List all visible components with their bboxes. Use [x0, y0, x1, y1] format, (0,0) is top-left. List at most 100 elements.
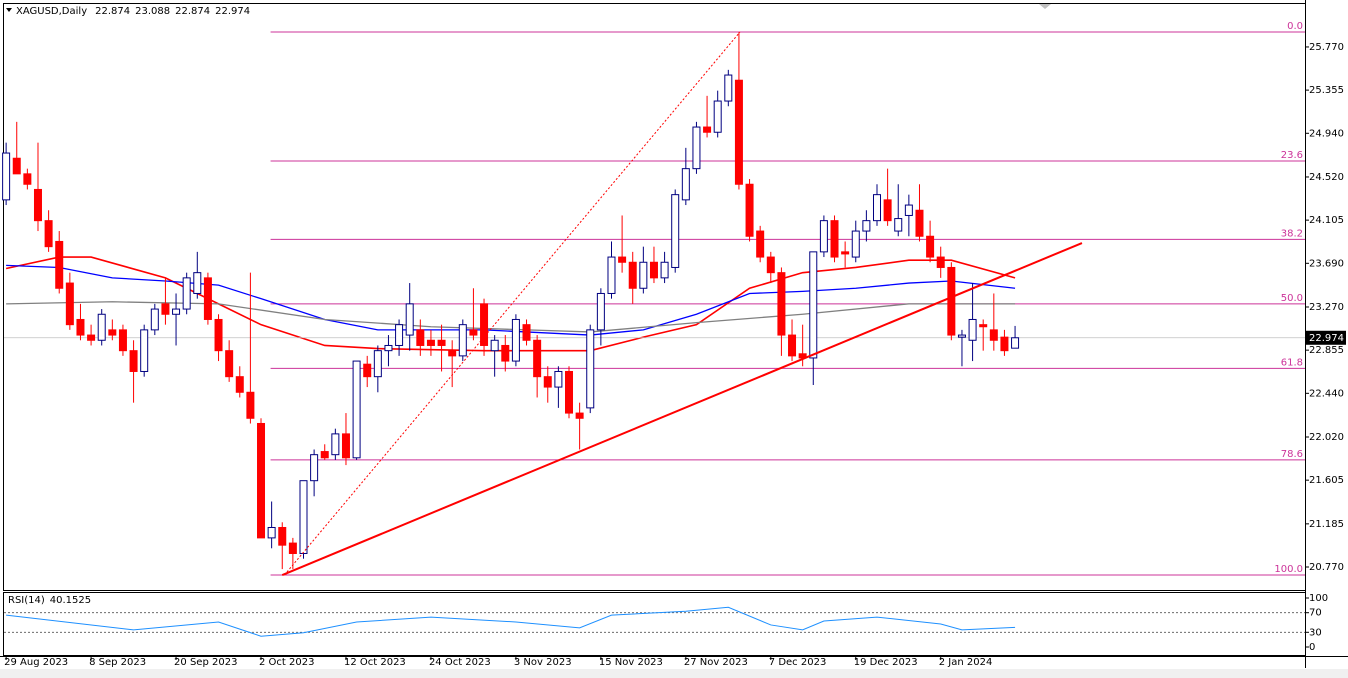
candle-body — [426, 339, 435, 346]
candle-body — [405, 303, 414, 336]
candle-body — [1011, 337, 1020, 349]
candle-body — [957, 334, 966, 338]
candle-body — [140, 329, 149, 372]
y-tick-label: 25.355 — [1309, 85, 1344, 96]
trend-line — [281, 242, 1083, 576]
candle-body — [681, 168, 690, 201]
candle-body — [533, 339, 542, 378]
x-tick-label: 3 Nov 2023 — [514, 657, 572, 668]
candle-body — [565, 370, 574, 414]
fibo-label: 38.2 — [1281, 228, 1303, 239]
y-tick-label: 23.270 — [1309, 302, 1344, 313]
candle-body — [341, 433, 350, 459]
candle-body — [607, 256, 616, 294]
candle-body — [12, 157, 21, 175]
candle-body — [33, 188, 42, 222]
candle-body — [745, 183, 754, 237]
header-value: 22.974 — [215, 6, 250, 17]
fibo-label: 61.8 — [1281, 357, 1303, 368]
x-tick-label: 2 Jan 2024 — [939, 657, 993, 668]
candle-body — [926, 235, 935, 258]
candle-body — [788, 334, 797, 357]
candle-body — [904, 204, 913, 216]
candle-body — [363, 363, 372, 378]
shift-marker — [1039, 4, 1051, 9]
candle-body — [267, 526, 276, 539]
candle-body — [373, 350, 382, 378]
candle-body — [766, 256, 775, 274]
candle-body — [554, 370, 563, 388]
candle-body — [501, 344, 510, 362]
candle-body — [639, 261, 648, 289]
candle-body — [851, 230, 860, 258]
y-tick-label: 100 — [1309, 593, 1328, 604]
y-tick-label: 22.020 — [1309, 432, 1344, 443]
candle-body — [586, 329, 595, 409]
x-tick-label: 12 Oct 2023 — [344, 657, 406, 668]
candle-body — [596, 292, 605, 331]
candle-body — [437, 339, 446, 346]
candle-body — [55, 240, 64, 289]
candle-body — [320, 451, 329, 459]
moving-average — [6, 264, 1016, 336]
candle-body — [830, 220, 839, 258]
candle-body — [894, 218, 903, 232]
header-value: 22.874 — [175, 6, 210, 17]
candle-body — [777, 272, 786, 336]
candle-body — [469, 329, 478, 336]
candle-body — [936, 256, 945, 268]
symbol-label: XAGUSD,Daily — [16, 6, 87, 17]
candle-body — [734, 79, 743, 185]
candle-body — [246, 391, 255, 419]
candle-body — [968, 318, 977, 341]
candle-body — [872, 194, 881, 222]
candle-body — [1000, 336, 1009, 352]
candle-body — [193, 272, 202, 294]
last-price-box — [1306, 330, 1346, 345]
candle-body — [118, 329, 127, 352]
menu-arrow[interactable] — [6, 8, 12, 12]
candle-body — [819, 220, 828, 253]
candle-body — [989, 329, 998, 341]
candle-body — [108, 329, 117, 336]
candle-body — [97, 313, 106, 341]
candle-body — [172, 308, 181, 315]
last-price-label: 22.974 — [1309, 333, 1344, 344]
candle-body — [44, 220, 53, 248]
x-tick-label: 19 Dec 2023 — [854, 657, 918, 668]
fibo-label: 78.6 — [1281, 449, 1303, 460]
candle-body — [660, 261, 669, 279]
candle-body — [257, 422, 266, 539]
rsi-title: RSI(14) — [8, 595, 45, 606]
candle-body — [692, 126, 701, 170]
candle-body — [150, 308, 159, 331]
candle-body — [522, 324, 531, 341]
candle-body — [2, 152, 11, 201]
candle-body — [618, 256, 627, 263]
candle-body — [352, 360, 361, 459]
y-tick-label: 30 — [1309, 627, 1322, 638]
candle-body — [76, 318, 85, 336]
x-tick-label: 27 Nov 2023 — [684, 657, 748, 668]
candle-body — [225, 350, 234, 378]
candle-body — [480, 303, 489, 346]
candle-body — [703, 126, 712, 133]
candle-body — [129, 350, 138, 372]
candle-body — [235, 376, 244, 393]
candle-body — [756, 230, 765, 258]
candle-body — [915, 209, 924, 237]
fibo-label: 0.0 — [1287, 21, 1303, 32]
y-tick-label: 21.605 — [1309, 475, 1344, 486]
candle-body — [809, 251, 818, 359]
x-tick-label: 2 Oct 2023 — [259, 657, 314, 668]
candle-body — [395, 324, 404, 346]
candle-body — [299, 480, 308, 554]
candle-body — [310, 454, 319, 482]
candle-body — [543, 376, 552, 388]
candle-body — [278, 526, 287, 546]
candle-body — [23, 173, 32, 185]
x-tick-label: 15 Nov 2023 — [599, 657, 663, 668]
x-tick-label: 29 Aug 2023 — [4, 657, 68, 668]
x-tick-label: 20 Sep 2023 — [174, 657, 237, 668]
